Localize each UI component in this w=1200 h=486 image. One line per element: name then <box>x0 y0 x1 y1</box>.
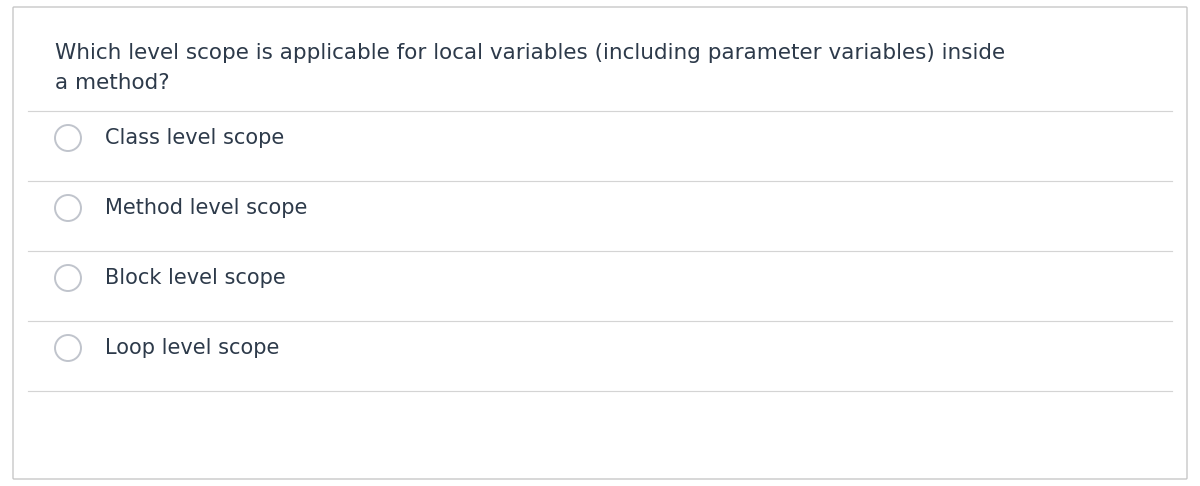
Circle shape <box>55 125 82 151</box>
Text: Class level scope: Class level scope <box>106 128 284 148</box>
Circle shape <box>55 335 82 361</box>
Text: Which level scope is applicable for local variables (including parameter variabl: Which level scope is applicable for loca… <box>55 43 1006 63</box>
Text: Block level scope: Block level scope <box>106 268 286 288</box>
Text: a method?: a method? <box>55 73 169 93</box>
Circle shape <box>55 195 82 221</box>
Circle shape <box>55 265 82 291</box>
Text: Method level scope: Method level scope <box>106 198 307 218</box>
FancyBboxPatch shape <box>13 7 1187 479</box>
Text: Loop level scope: Loop level scope <box>106 338 280 358</box>
